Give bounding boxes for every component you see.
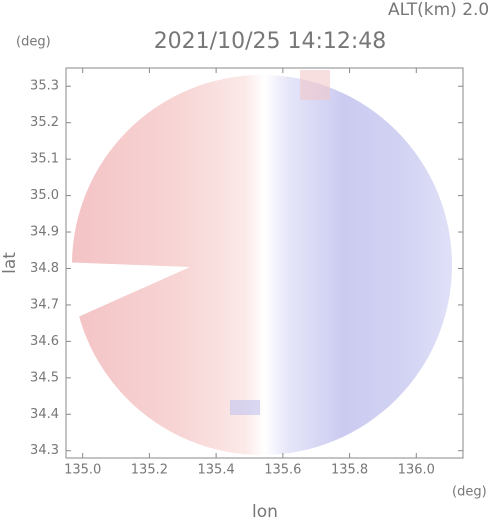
y-tick-label: 34.3	[30, 443, 59, 458]
y-tick-label: 34.7	[30, 297, 59, 312]
x-tick-label: 135.8	[331, 463, 368, 478]
x-tick-label: 135.4	[198, 463, 235, 478]
y-tick-label: 34.8	[30, 261, 59, 276]
x-tick-label: 136.0	[398, 463, 435, 478]
y-tick-label: 34.9	[30, 225, 59, 240]
y-tick-label: 35.0	[30, 188, 59, 203]
chart-title: 2021/10/25 14:12:48	[154, 29, 387, 54]
y-axis-label: lat	[0, 252, 20, 274]
y-tick-label: 35.2	[30, 115, 59, 130]
radar-field	[66, 70, 452, 455]
blank-sector	[66, 262, 190, 323]
echo-patch	[300, 70, 330, 100]
x-axis-label: lon	[252, 502, 278, 521]
y-unit: (deg)	[16, 35, 51, 50]
x-tick-label: 135.6	[264, 463, 301, 478]
x-unit: (deg)	[452, 485, 487, 500]
x-tick-label: 135.0	[64, 463, 101, 478]
y-tick-label: 34.6	[30, 334, 59, 349]
y-tick-label: 35.1	[30, 152, 59, 167]
echo-patch	[230, 400, 260, 415]
y-tick-label: 34.5	[30, 370, 59, 385]
y-tick-label: 34.4	[30, 407, 59, 422]
velocity-field	[72, 75, 452, 455]
subtitle: ALT(km) 2.0	[388, 0, 489, 20]
plot-frame	[65, 67, 464, 459]
x-tick-label: 135.2	[131, 463, 168, 478]
y-tick-label: 35.3	[30, 79, 59, 94]
